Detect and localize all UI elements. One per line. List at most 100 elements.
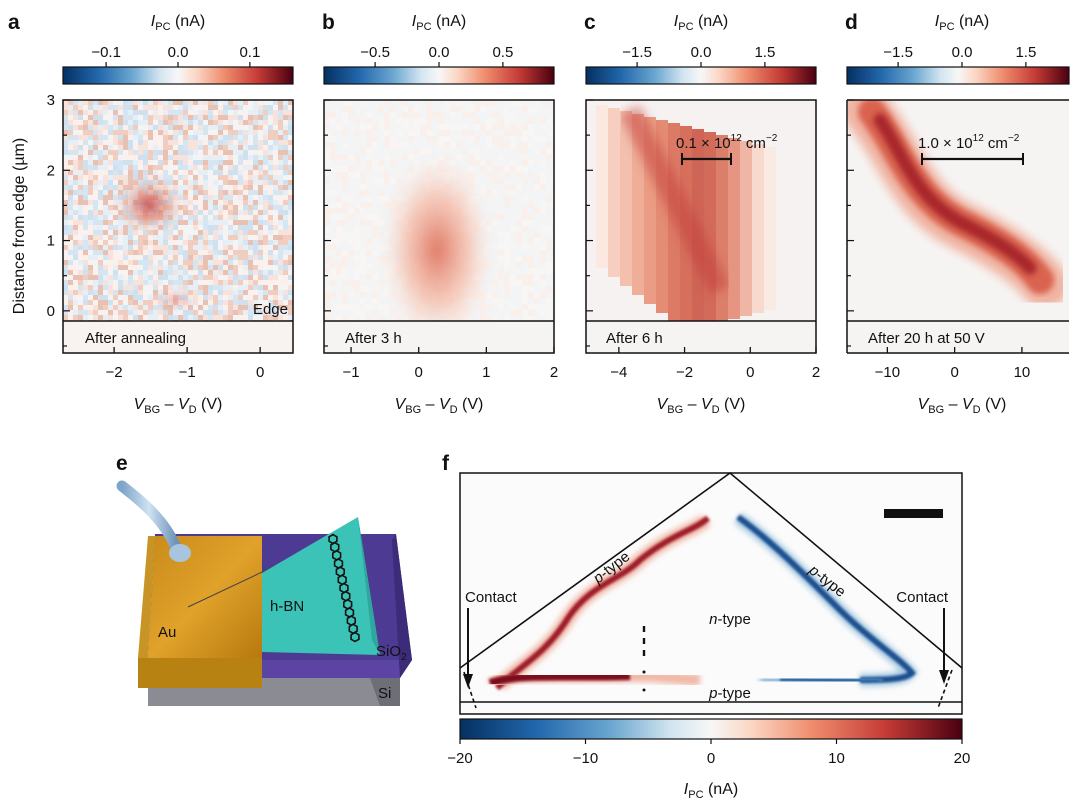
- colorbar-f-tick-label: 20: [954, 750, 971, 767]
- colorbar-ticks-d: −1.5 0.0 1.5: [883, 44, 1036, 67]
- y-ticks-a: 0 1 2 3: [47, 92, 70, 347]
- colorbar-a: [62, 66, 294, 85]
- plot-frame-a: [62, 99, 294, 354]
- caption-d: After 20 h at 50 V: [868, 330, 985, 347]
- panel-letter-f: f: [442, 452, 450, 475]
- colorbar-tick-label: 0.0: [952, 44, 973, 61]
- x-ticks-a: −2 −1 0: [106, 347, 264, 381]
- colorbar-f: [459, 718, 963, 740]
- x-tick-label: −4: [610, 364, 627, 381]
- label-contact-right: Contact: [896, 589, 949, 606]
- colorbar-ticks-b: −0.5 0.0 0.5: [360, 44, 513, 67]
- y-ticks-d: [847, 99, 854, 347]
- colorbar-tick-label: 1.5: [1015, 44, 1036, 61]
- colorbar-tick-label: 0.0: [691, 44, 712, 61]
- colorbar-label-c: IPC (nA): [674, 13, 728, 33]
- panel-e: e Au h-BN SiO2 Si: [116, 452, 412, 706]
- label-au: Au: [158, 624, 176, 641]
- scale-bar-d: 1.0 × 1012 cm−2: [918, 133, 1024, 165]
- y-axis-label: Distance from edge (µm): [11, 138, 28, 314]
- y-ticks-c: [586, 99, 593, 347]
- panel-d: d IPC (nA) −1.5 0.0 1.5 1.0 × 1012 cm−2 Af…: [845, 11, 1070, 416]
- label-contact-left: Contact: [465, 589, 518, 606]
- edge-label: Edge: [253, 301, 288, 318]
- x-tick-label: 2: [550, 364, 558, 381]
- y-tick-label: 2: [47, 162, 55, 179]
- colorbar-label-b: IPC (nA): [412, 13, 466, 33]
- panel-letter-a: a: [8, 11, 20, 34]
- label-p-type-bottom: p-type: [708, 685, 751, 702]
- colorbar-label-f: IPC (nA): [684, 781, 738, 798]
- colorbar-ticks-c: −1.5 0.0 1.5: [622, 44, 775, 67]
- x-tick-label: 0: [256, 364, 264, 381]
- caption-a: After annealing: [85, 330, 186, 347]
- colorbar-tick-label: −0.1: [91, 44, 121, 61]
- colorbar-label-a: IPC (nA): [151, 13, 205, 33]
- plot-frame-b: [323, 99, 555, 354]
- colorbar-d: [846, 66, 1070, 85]
- x-tick-label: 2: [812, 364, 820, 381]
- y-ticks-b: [324, 99, 331, 347]
- scale-bar-label-c: 0.1 × 1012 cm−2: [676, 133, 778, 152]
- panel-letter-b: b: [322, 11, 335, 34]
- colorbar-f-tick-label: −20: [447, 750, 472, 767]
- x-tick-label: 10: [1014, 364, 1031, 381]
- x-tick-label: 0: [415, 364, 423, 381]
- x-tick-label: −1: [179, 364, 196, 381]
- x-axis-label-d: VBG – VD (V): [918, 396, 1007, 416]
- colorbar-tick-label: 0.1: [239, 44, 260, 61]
- graphene-hexagon: [350, 631, 360, 643]
- bond-wire: [116, 480, 182, 554]
- y-tick-label: 0: [47, 303, 55, 320]
- x-tick-label: −1: [343, 364, 360, 381]
- caption-c: After 6 h: [606, 330, 663, 347]
- panel-b: b IPC (nA) −0.5 0.0 0.5 After 3 h −1 0 1 2 VB…: [322, 11, 558, 416]
- x-axis-label-a: VBG – VD (V): [134, 396, 223, 416]
- panel-letter-e: e: [116, 452, 128, 475]
- colorbar-tick-label: −1.5: [622, 44, 652, 61]
- x-tick-label: 1: [482, 364, 490, 381]
- caption-b: After 3 h: [345, 330, 402, 347]
- panel-letter-c: c: [584, 11, 596, 34]
- x-ticks-c: −4 −2 0 2: [610, 347, 820, 381]
- heatmap-c: [596, 105, 776, 331]
- x-tick-label: 0: [950, 364, 958, 381]
- colorbar-c: [585, 66, 817, 85]
- label-n-type: n-type: [709, 611, 751, 628]
- x-tick-label: −2: [106, 364, 123, 381]
- graphene-ribbon: [328, 533, 360, 643]
- scale-bar-c: 0.1 × 1012 cm−2: [676, 133, 778, 165]
- au-contact: [148, 536, 262, 660]
- y-tick-label: 1: [47, 233, 55, 250]
- panel-f: f Contact Con: [442, 452, 970, 798]
- x-ticks-d: −10 0 10: [875, 347, 1031, 381]
- label-hbn: h-BN: [270, 598, 304, 615]
- x-axis-label-c: VBG – VD (V): [657, 396, 746, 416]
- colorbar-f-tick-label: 0: [707, 750, 715, 767]
- panel-c: c IPC (nA) −1.5 0.0 1.5 0.1 × 1012 cm−2 Af…: [584, 11, 820, 416]
- scale-bar-label-d: 1.0 × 1012 cm−2: [918, 133, 1020, 152]
- label-sio2: SiO2: [376, 643, 407, 663]
- x-ticks-b: −1 0 1 2: [343, 347, 558, 381]
- colorbar-b: [323, 66, 555, 85]
- colorbar-tick-label: −1.5: [883, 44, 913, 61]
- x-tick-label: −2: [676, 364, 693, 381]
- colorbar-tick-label: 0.0: [168, 44, 189, 61]
- plot-frame-c: [585, 99, 817, 354]
- device-outline: [459, 471, 963, 669]
- colorbar-tick-label: 0.5: [492, 44, 513, 61]
- panel-a: a IPC (nA) −0.1 0.0 0.1 Edge After anneali…: [8, 11, 294, 416]
- x-tick-label: −10: [875, 364, 900, 381]
- x-axis-label-b: VBG – VD (V): [395, 396, 484, 416]
- x-tick-label: 0: [746, 364, 754, 381]
- colorbar-ticks-a: −0.1 0.0 0.1: [91, 44, 260, 67]
- colorbar-tick-label: 0.0: [429, 44, 450, 61]
- y-tick-label: 3: [47, 92, 55, 109]
- colorbar-tick-label: −0.5: [360, 44, 390, 61]
- colorbar-tick-label: 1.5: [754, 44, 775, 61]
- panel-letter-d: d: [845, 11, 858, 34]
- hbn-flake: [262, 517, 380, 655]
- colorbar-f-tick-label: −10: [573, 750, 598, 767]
- colorbar-label-d: IPC (nA): [935, 13, 989, 33]
